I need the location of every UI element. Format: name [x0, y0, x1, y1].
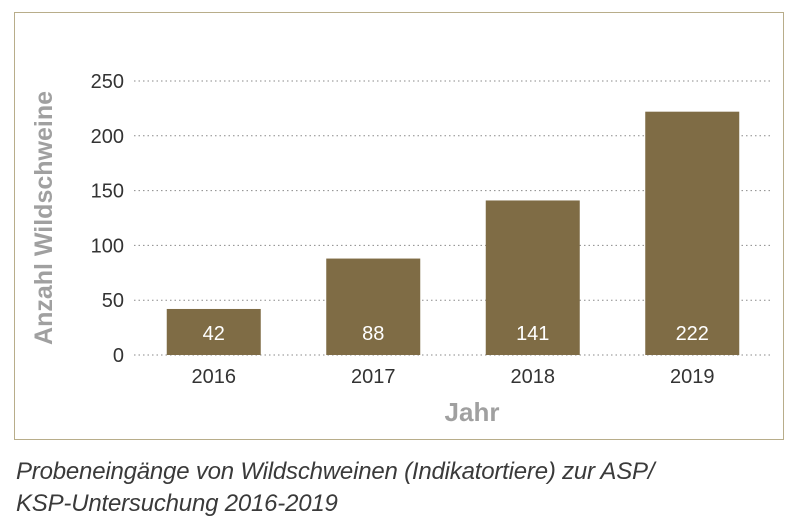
y-tick-label: 0	[113, 345, 124, 367]
bar-2017	[326, 258, 421, 355]
x-tick-label-2019: 2019	[670, 366, 715, 388]
y-tick-labels: 0 50 100 150 200 250	[91, 71, 124, 367]
y-tick-label: 150	[91, 181, 124, 203]
caption-line-2: KSP-Untersuchung 2016-2019	[16, 490, 338, 517]
data-label-2017: 88	[362, 323, 384, 345]
x-tick-label-2016: 2016	[192, 366, 237, 388]
y-tick-label: 250	[91, 71, 124, 93]
x-tick-labels: 2016 2017 2018 2019	[192, 366, 715, 388]
y-tick-label: 50	[102, 290, 124, 312]
x-tick-label-2018: 2018	[511, 366, 556, 388]
x-tick-label-2017: 2017	[351, 366, 396, 388]
bar-2018	[485, 200, 580, 355]
data-labels: 42 88 141 222	[203, 323, 709, 345]
chart-frame	[14, 12, 784, 440]
data-label-2019: 222	[676, 323, 709, 345]
x-axis-label: Jahr	[445, 397, 500, 427]
data-label-2016: 42	[203, 323, 225, 345]
bar-2016	[166, 308, 261, 355]
figure-caption: Probeneingänge von Wildschweinen (Indika…	[16, 456, 796, 520]
data-label-2018: 141	[516, 323, 549, 345]
y-tick-label: 100	[91, 235, 124, 257]
y-axis-label: Anzahl Wildschweine	[30, 91, 58, 345]
bars	[166, 111, 740, 355]
y-tick-label: 200	[91, 126, 124, 148]
caption-line-1: Probeneingänge von Wildschweinen (Indika…	[16, 458, 655, 485]
bar-2019	[645, 111, 740, 355]
